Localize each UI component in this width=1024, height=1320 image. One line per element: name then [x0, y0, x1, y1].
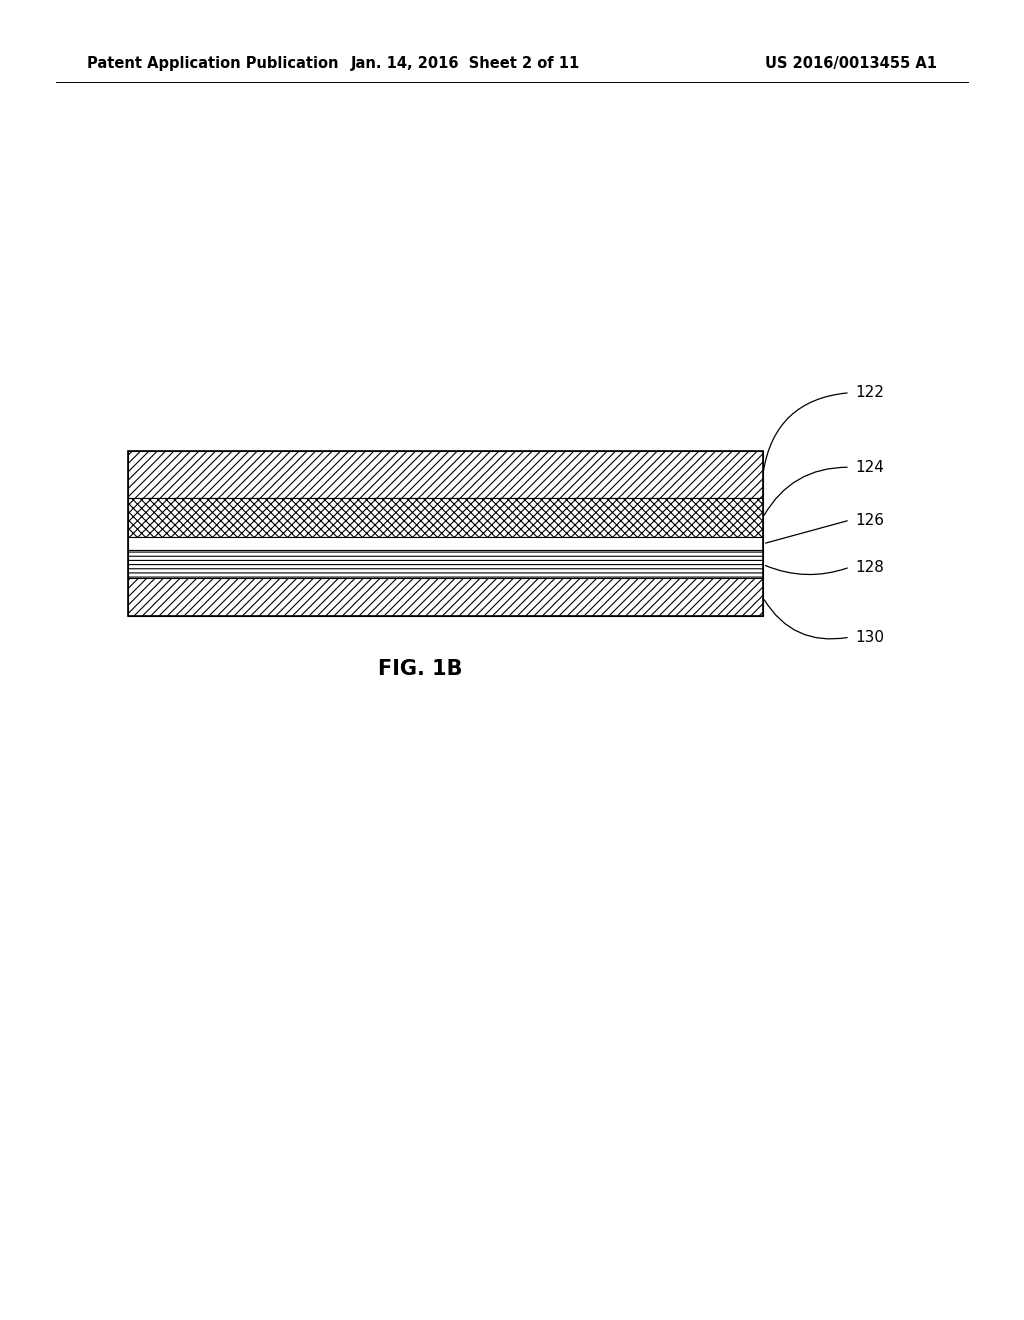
- Bar: [128, 550, 763, 578]
- Text: 126: 126: [855, 512, 884, 528]
- Text: 122: 122: [855, 385, 884, 400]
- Text: Patent Application Publication: Patent Application Publication: [87, 55, 339, 71]
- Text: Jan. 14, 2016  Sheet 2 of 11: Jan. 14, 2016 Sheet 2 of 11: [351, 55, 581, 71]
- Bar: [128, 451, 763, 616]
- Text: US 2016/0013455 A1: US 2016/0013455 A1: [765, 55, 937, 71]
- Bar: [128, 578, 763, 616]
- Text: 124: 124: [855, 459, 884, 475]
- Text: 128: 128: [855, 560, 884, 574]
- Text: FIG. 1B: FIG. 1B: [378, 659, 462, 680]
- Bar: [128, 451, 763, 498]
- Bar: [128, 498, 763, 537]
- Bar: [128, 537, 763, 550]
- Text: 130: 130: [855, 630, 884, 644]
